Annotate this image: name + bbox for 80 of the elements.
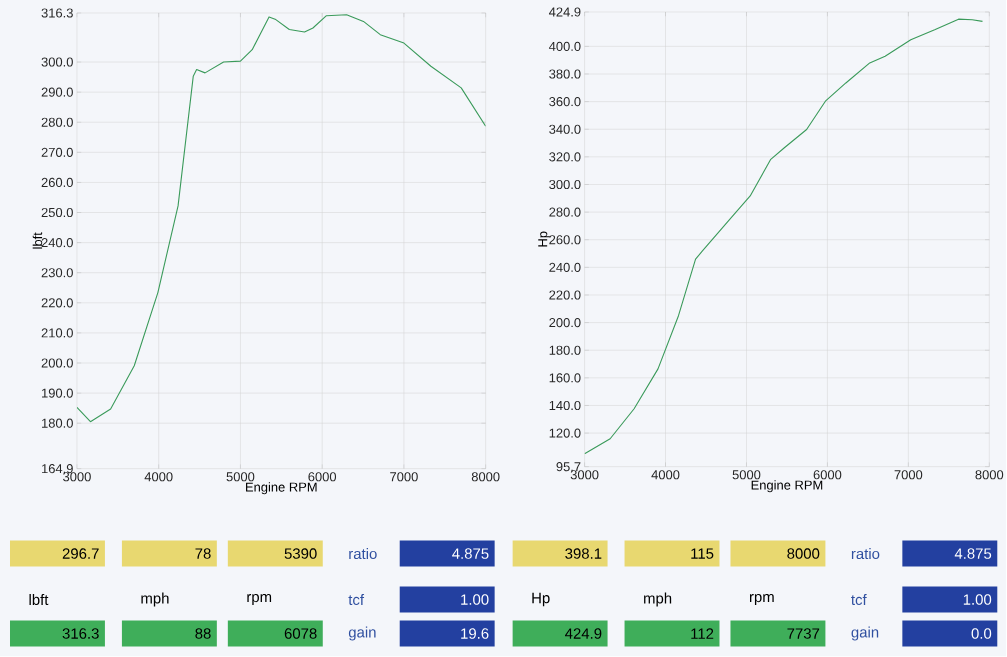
x-tick-label: 3000 [570,470,599,480]
y-tick-label: 180.0 [42,418,73,429]
x-axis-title: Engine RPM [751,480,823,493]
x-tick-label: 7000 [894,470,923,480]
x-tick-label: 6000 [813,470,842,480]
x-tick-label: 6000 [308,472,337,482]
x-tick-label: 5000 [732,470,761,480]
y-tick-label: 180.0 [549,345,581,356]
y-axis-title: lbft [32,232,43,249]
y-tick-label: 210.0 [41,328,73,338]
y-axis-title: Hp [538,231,550,247]
x-tick-label: 4000 [144,472,173,482]
text: 112 [691,628,714,639]
line-series [76,14,486,423]
y-tick-label: 340.0 [549,124,581,135]
y-tick-label: 230.0 [41,268,73,278]
y-tick-label: 380.0 [549,69,581,79]
y-tick-label: 220.0 [41,298,73,308]
text: 1.00 [461,594,489,606]
text: 398.1 [565,548,602,560]
y-tick-label: 120.0 [549,428,581,438]
y-tick-label: 164.9 [42,464,73,474]
y-tick-label: 280.0 [549,207,581,217]
y-tick-label: 320.0 [549,152,581,162]
y-tick-label: 240.0 [41,238,73,248]
text: Hp [532,593,550,607]
y-tick-label: 200.0 [41,358,73,368]
y-tick-label: 300.0 [549,180,581,190]
text: gain [851,626,879,641]
y-tick-label: 240.0 [549,263,581,273]
x-tick-label: 4000 [651,470,680,480]
y-tick-label: 260.0 [549,235,581,245]
y-tick-label: 290.0 [41,87,73,97]
text: 19.6 [461,628,489,640]
y-tick-label: 140.0 [549,401,581,411]
text: 115 [691,548,714,560]
y-tick-label: 95.7 [556,462,581,472]
text: rpm [749,594,774,606]
x-tick-label: 5000 [226,472,255,482]
x-tick-label: 8000 [975,470,1004,480]
text: 6078 [284,628,317,640]
x-axis-title: Engine RPM [246,482,317,495]
y-tick-label: 190.0 [42,388,73,398]
text: 4.875 [954,548,992,560]
y-tick-label: 316.3 [41,8,73,18]
text: 7737 [787,628,820,640]
text: ratio [349,548,377,560]
text: 4.875 [452,548,489,560]
text: 88 [195,628,211,640]
text: mph [644,592,672,607]
text: 0.0 [971,628,992,640]
y-tick-label: 220.0 [549,290,581,300]
text: rpm [247,594,272,606]
y-tick-label: 160.0 [549,373,581,383]
y-tick-label: 280.0 [41,117,73,128]
text: lbft [29,594,49,606]
y-tick-label: 300.0 [41,57,73,67]
x-tick-label: 3000 [63,472,91,482]
y-tick-label: 200.0 [549,318,581,328]
text: 424.9 [565,628,602,640]
y-tick-label: 360.0 [549,97,581,107]
text: mph [141,592,169,607]
y-tick-label: 400.0 [548,42,581,52]
x-tick-label: 7000 [390,472,418,482]
x-tick-label: 8000 [471,472,500,482]
text: 78 [195,548,211,560]
text: gain [348,626,376,641]
text: 8000 [787,548,820,560]
text: ratio [851,548,880,560]
line-series [584,18,984,455]
text: 5390 [284,548,317,560]
text: tcf [348,594,365,606]
text: tcf [851,594,867,606]
y-tick-label: 250.0 [41,208,73,218]
y-tick-label: 270.0 [41,147,73,158]
y-tick-label: 424.9 [548,7,581,17]
text: 316.3 [62,628,99,640]
text: 296.7 [62,548,99,560]
text: 1.00 [963,594,992,606]
y-tick-label: 260.0 [41,178,73,188]
